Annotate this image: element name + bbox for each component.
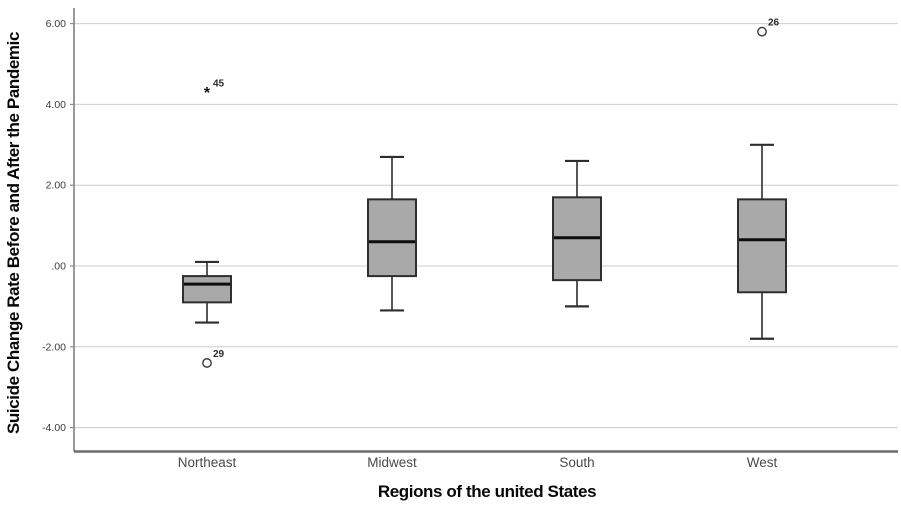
outlier-circle-marker (202, 358, 212, 368)
y-tick-label: 6.00 (46, 18, 67, 30)
iqr-box (367, 198, 417, 278)
x-category-label: Northeast (178, 455, 237, 470)
outlier-label: 45 (213, 78, 225, 89)
x-axis-title: Regions of the united States (378, 482, 596, 501)
outlier-circle-marker (757, 26, 767, 37)
y-tick-label: -2.00 (42, 341, 66, 353)
outlier-asterisk-marker: * (204, 85, 211, 102)
box-group-south (552, 159, 602, 308)
box-group-northeast: 29 *45 (182, 78, 232, 368)
x-category-label: Midwest (367, 455, 417, 470)
box-group-midwest (367, 155, 417, 312)
iqr-box (737, 198, 787, 294)
y-tick-label: 2.00 (46, 180, 67, 192)
y-tick-label: -4.00 (42, 422, 66, 434)
x-category-label: West (747, 455, 778, 470)
outlier-label: 26 (768, 18, 780, 29)
x-category-label: South (559, 455, 594, 470)
box-group-west: 26 (737, 18, 787, 340)
y-axis-title: Suicide Change Rate Before and After the… (4, 32, 23, 434)
y-tick-label: .00 (51, 261, 66, 273)
y-tick-label: 4.00 (46, 99, 67, 111)
iqr-box (182, 275, 232, 304)
outlier-label: 29 (213, 349, 225, 360)
